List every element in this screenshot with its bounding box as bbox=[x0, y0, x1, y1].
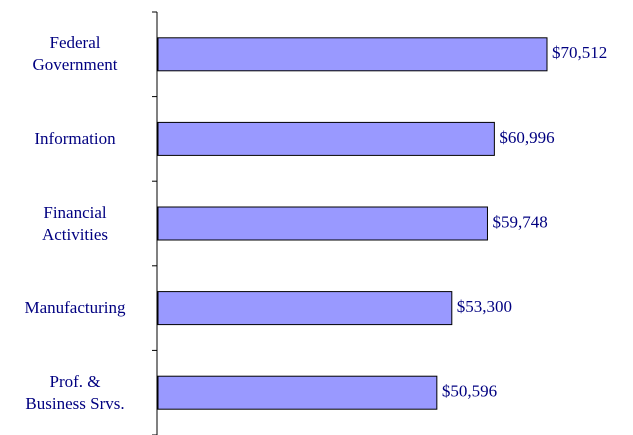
bar bbox=[157, 206, 488, 241]
value-label: $70,512 bbox=[552, 43, 607, 62]
category-label: Financial Activities bbox=[41, 202, 109, 244]
value-label: $53,300 bbox=[457, 297, 512, 316]
category-label: Prof. & Business Srvs. bbox=[25, 371, 125, 413]
bar bbox=[157, 37, 548, 72]
value-label: $59,748 bbox=[492, 212, 547, 231]
value-label: $60,996 bbox=[499, 128, 554, 147]
bar bbox=[157, 121, 495, 156]
category-label: Manufacturing bbox=[24, 298, 126, 318]
value-label: $50,596 bbox=[442, 382, 497, 401]
category-label: Information bbox=[34, 128, 116, 148]
bar bbox=[157, 291, 453, 326]
bar bbox=[157, 375, 438, 410]
category-label: Federal Government bbox=[32, 33, 118, 75]
